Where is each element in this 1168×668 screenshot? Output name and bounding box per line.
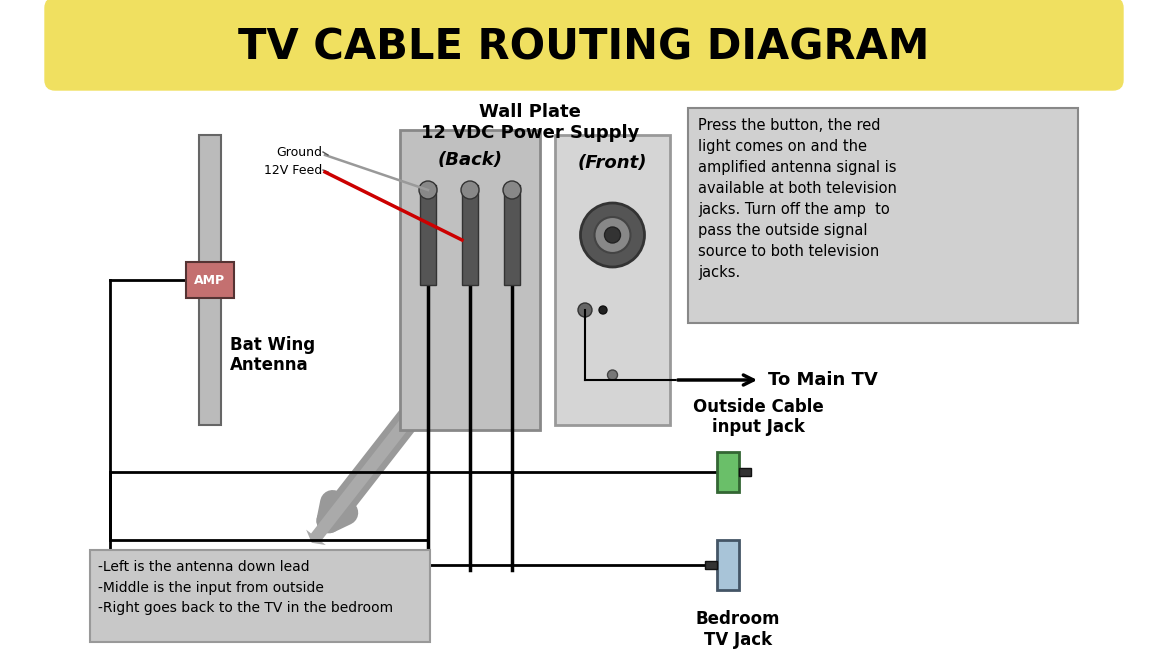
Bar bbox=[555, 135, 670, 425]
Bar bbox=[463, 185, 478, 285]
Text: Press the button, the red
light comes on and the
amplified antenna signal is
ava: Press the button, the red light comes on… bbox=[698, 118, 897, 280]
Circle shape bbox=[599, 306, 607, 314]
Bar bbox=[199, 135, 221, 425]
Bar bbox=[688, 108, 1078, 323]
Circle shape bbox=[419, 181, 437, 199]
Text: TV CABLE ROUTING DIAGRAM: TV CABLE ROUTING DIAGRAM bbox=[238, 27, 930, 69]
Text: (Front): (Front) bbox=[578, 154, 647, 172]
Text: Ground: Ground bbox=[276, 146, 322, 158]
Bar bbox=[420, 185, 436, 285]
Bar bbox=[717, 452, 739, 492]
FancyBboxPatch shape bbox=[46, 0, 1122, 90]
Bar bbox=[90, 550, 430, 642]
Bar bbox=[399, 130, 540, 430]
Circle shape bbox=[461, 181, 479, 199]
Text: Outside Cable
input Jack: Outside Cable input Jack bbox=[693, 397, 823, 436]
Text: 12V Feed: 12V Feed bbox=[264, 164, 322, 176]
Bar bbox=[505, 185, 520, 285]
Text: Wall Plate
12 VDC Power Supply: Wall Plate 12 VDC Power Supply bbox=[420, 103, 639, 142]
Text: -Left is the antenna down lead
-Middle is the input from outside
-Right goes bac: -Left is the antenna down lead -Middle i… bbox=[98, 560, 394, 615]
Circle shape bbox=[578, 303, 592, 317]
Text: To Main TV: To Main TV bbox=[769, 371, 877, 389]
Bar bbox=[186, 262, 234, 298]
Bar bbox=[739, 468, 751, 476]
Text: Bedroom
TV Jack: Bedroom TV Jack bbox=[696, 610, 780, 649]
Bar bbox=[717, 540, 739, 590]
Circle shape bbox=[580, 203, 645, 267]
Text: Bat Wing
Antenna: Bat Wing Antenna bbox=[230, 335, 315, 374]
Circle shape bbox=[607, 370, 618, 380]
Circle shape bbox=[503, 181, 521, 199]
Circle shape bbox=[605, 227, 620, 243]
Text: AMP: AMP bbox=[194, 273, 225, 287]
Circle shape bbox=[595, 217, 631, 253]
Text: (Back): (Back) bbox=[438, 151, 502, 169]
Bar bbox=[705, 561, 717, 569]
